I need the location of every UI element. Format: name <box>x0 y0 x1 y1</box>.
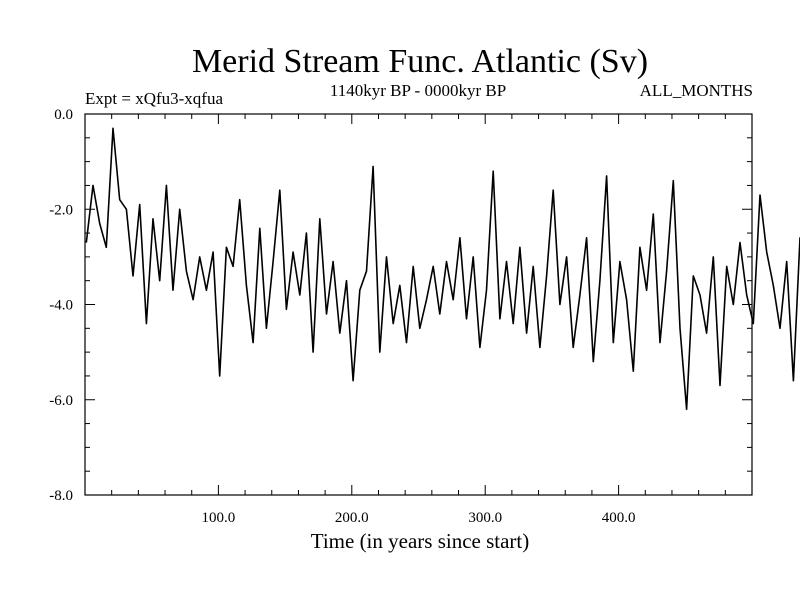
x-axis-label: Time (in years since start) <box>311 529 530 553</box>
x-tick-label: 300.0 <box>468 510 502 526</box>
y-tick-label: 0.0 <box>54 107 73 123</box>
y-tick-label: -2.0 <box>49 202 73 218</box>
subtitle-right: ALL_MONTHS <box>640 81 753 100</box>
subtitle-center: 1140kyr BP - 0000kyr BP <box>330 81 506 100</box>
series-line <box>85 127 800 411</box>
x-axis: 100.0 200.0 300.0 400.0 <box>111 114 726 526</box>
y-tick-label: -6.0 <box>49 393 73 409</box>
y-tick-label: -8.0 <box>49 488 73 504</box>
chart-title: Merid Stream Func. Atlantic (Sv) <box>192 43 648 80</box>
x-tick-label: 400.0 <box>602 510 636 526</box>
subtitle-left: Expt = xQfu3-xqfua <box>85 89 223 108</box>
x-tick-label: 100.0 <box>202 510 236 526</box>
x-tick-label: 200.0 <box>335 510 369 526</box>
y-tick-label: -4.0 <box>49 298 73 314</box>
y-axis: 0.0 -2.0 -4.0 -6.0 -8.0 <box>49 107 752 504</box>
plot-frame <box>84 113 753 496</box>
